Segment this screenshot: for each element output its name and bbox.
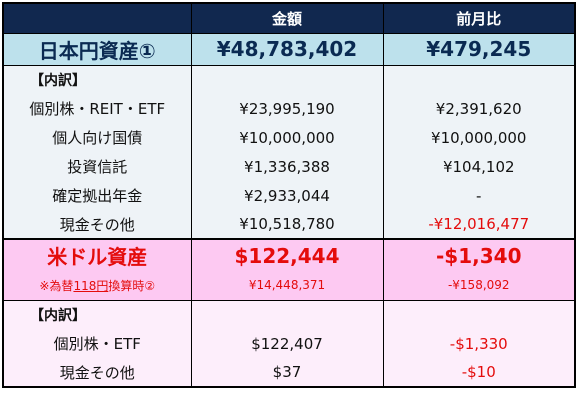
usd-breakdown-label: 【内訳】 xyxy=(2,300,192,329)
header-blank-cell xyxy=(2,3,192,34)
jpy-row-cash: 現金その他 ¥10,518,780 -¥12,016,477 xyxy=(2,210,576,239)
conv-rate: 118円 xyxy=(73,278,109,293)
row-label: 個別株・REIT・ETF xyxy=(2,94,192,123)
jpy-breakdown-blank-change xyxy=(382,65,576,94)
row-label: 投資信託 xyxy=(2,152,192,181)
usd-row-stocks: 個別株・ETF $122,407 -$1,330 xyxy=(2,329,576,358)
row-change-negative: -¥12,016,477 xyxy=(382,210,576,239)
conv-prefix: ※為替 xyxy=(39,278,74,293)
usd-total-label: 米ドル資産 xyxy=(2,238,192,271)
row-amount: ¥2,933,044 xyxy=(190,181,384,210)
row-change-negative: -$10 xyxy=(382,358,576,387)
row-change: ¥10,000,000 xyxy=(382,123,576,152)
jpy-row-pension: 確定拠出年金 ¥2,933,044 - xyxy=(2,181,576,210)
jpy-total-amount: ¥48,783,402 xyxy=(190,33,384,66)
header-change: 前月比 xyxy=(382,3,576,34)
jpy-row-bonds: 個人向け国債 ¥10,000,000 ¥10,000,000 xyxy=(2,123,576,152)
jpy-breakdown-blank-amount xyxy=(190,65,384,94)
usd-conversion-change: -¥158,092 xyxy=(382,271,576,301)
usd-breakdown-blank-change xyxy=(382,300,576,329)
row-label: 現金その他 xyxy=(2,210,192,239)
jpy-row-stocks: 個別株・REIT・ETF ¥23,995,190 ¥2,391,620 xyxy=(2,94,576,123)
jpy-total-row: 日本円資産① ¥48,783,402 ¥479,245 xyxy=(2,33,576,66)
row-change: ¥104,102 xyxy=(382,152,576,181)
row-amount: $37 xyxy=(190,358,384,387)
header-amount: 金額 xyxy=(190,3,384,34)
row-change: ¥2,391,620 xyxy=(382,94,576,123)
usd-total-change: -$1,340 xyxy=(382,238,576,271)
asset-table: 金額 前月比 日本円資産① ¥48,783,402 ¥479,245 【内訳】 … xyxy=(2,2,576,388)
usd-conversion-label: ※為替118円換算時② xyxy=(2,271,192,301)
usd-breakdown-row: 【内訳】 xyxy=(2,300,576,329)
row-label: 個人向け国債 xyxy=(2,123,192,152)
jpy-total-change: ¥479,245 xyxy=(382,33,576,66)
usd-total-row: 米ドル資産 $122,444 -$1,340 xyxy=(2,238,576,271)
row-amount: ¥10,000,000 xyxy=(190,123,384,152)
usd-conversion-amount: ¥14,448,371 xyxy=(190,271,384,301)
row-change: - xyxy=(382,181,576,210)
jpy-breakdown-row: 【内訳】 xyxy=(2,65,576,94)
row-amount: ¥10,518,780 xyxy=(190,210,384,239)
row-amount: ¥23,995,190 xyxy=(190,94,384,123)
row-label: 現金その他 xyxy=(2,358,192,387)
usd-conversion-row: ※為替118円換算時② ¥14,448,371 -¥158,092 xyxy=(2,271,576,301)
usd-breakdown-blank-amount xyxy=(190,300,384,329)
row-change-negative: -$1,330 xyxy=(382,329,576,358)
row-amount: $122,407 xyxy=(190,329,384,358)
jpy-breakdown-label: 【内訳】 xyxy=(2,65,192,94)
row-label: 確定拠出年金 xyxy=(2,181,192,210)
usd-total-amount: $122,444 xyxy=(190,238,384,271)
jpy-row-funds: 投資信託 ¥1,336,388 ¥104,102 xyxy=(2,152,576,181)
conv-suffix: 換算時② xyxy=(108,278,156,293)
jpy-total-label: 日本円資産① xyxy=(2,33,192,66)
row-amount: ¥1,336,388 xyxy=(190,152,384,181)
row-label: 個別株・ETF xyxy=(2,329,192,358)
usd-row-cash: 現金その他 $37 -$10 xyxy=(2,358,576,387)
header-row: 金額 前月比 xyxy=(2,3,576,34)
